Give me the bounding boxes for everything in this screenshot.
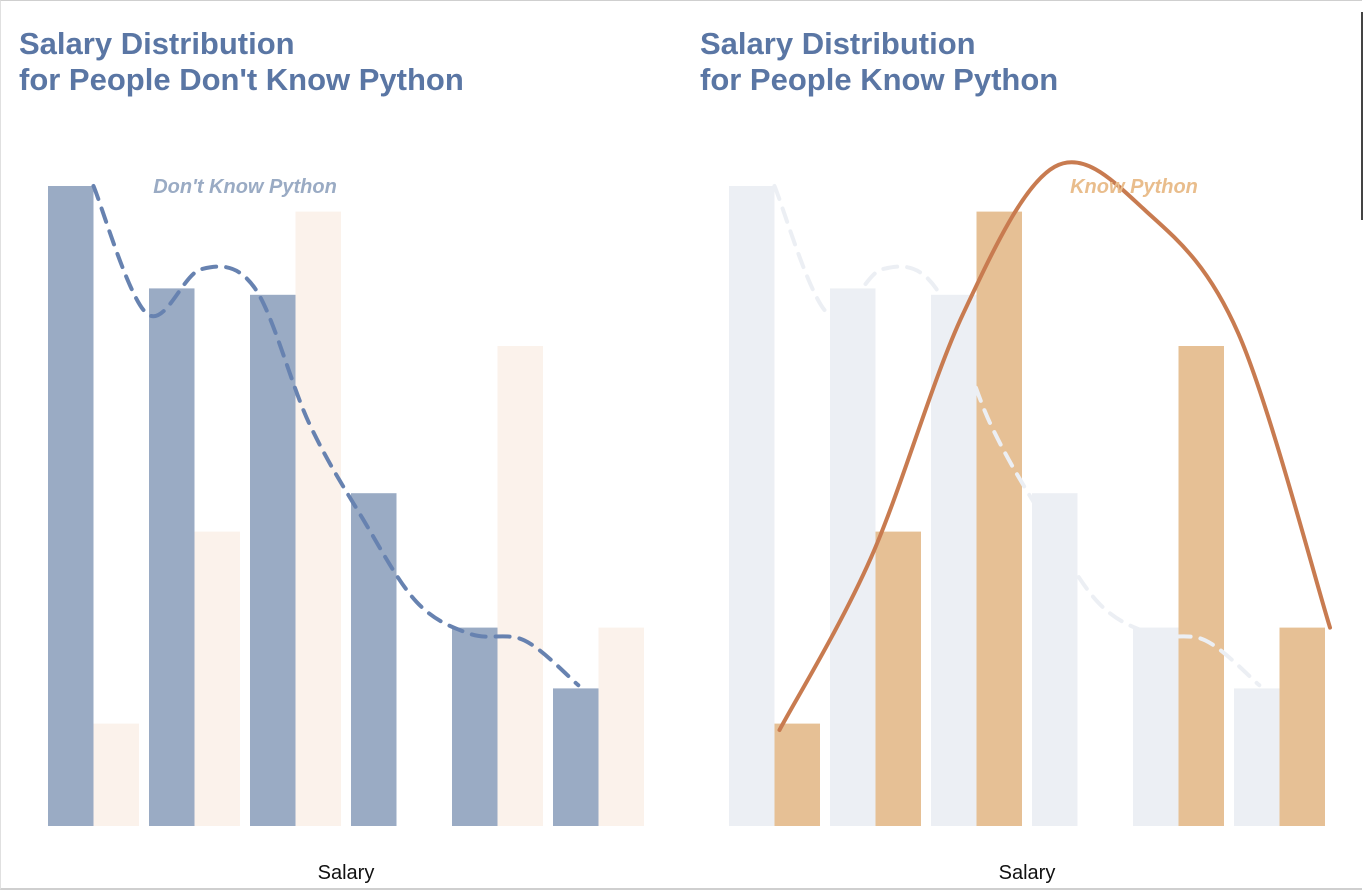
density-curve-know-python [777, 160, 1332, 732]
chart-title-no-python-line2: for People Don't Know Python [19, 62, 464, 97]
bar-know-python-bin-2 [875, 531, 921, 826]
bar-don-t-know-python-bin-1 [48, 186, 94, 826]
bar-don-t-know-python-bin-1 [729, 186, 775, 826]
bar-know-python-bin-3 [295, 211, 341, 827]
density-curve-don-t-know-python [91, 184, 581, 688]
bar-don-t-know-python-bin-6 [553, 688, 599, 826]
bar-know-python-bin-5 [497, 346, 543, 826]
bar-know-python-bin-2 [194, 531, 240, 826]
bar-know-python-bin-6 [598, 627, 644, 826]
chart-title-no-python-line1: Salary Distribution [19, 26, 295, 61]
bar-don-t-know-python-bin-4 [1032, 493, 1078, 826]
series-label-know-python: Know Python [1070, 176, 1198, 198]
density-curve-don-t-know-python [772, 184, 1262, 688]
bar-know-python-bin-1 [93, 723, 139, 826]
chart-title-python-line1: Salary Distribution [700, 26, 976, 61]
panel-no-python: Don't Know Python Salary [48, 176, 644, 884]
bar-know-python-bin-3 [976, 211, 1022, 827]
bar-know-python-bin-5 [1178, 346, 1224, 826]
x-axis-label-python: Salary [999, 862, 1056, 884]
bar-don-t-know-python-bin-4 [351, 493, 397, 826]
scrollbar[interactable] [1361, 12, 1363, 220]
bars-no-python-panel [48, 186, 644, 827]
chart-title-python: Salary Distribution for People Know Pyth… [700, 26, 1058, 98]
chart-title-python-line2: for People Know Python [700, 62, 1059, 97]
bar-know-python-bin-1 [774, 723, 820, 826]
curves-no-python-panel [91, 184, 581, 688]
bars-python-panel [729, 186, 1325, 827]
panel-python: Know Python Salary [729, 160, 1332, 884]
x-axis-label-no-python: Salary [318, 862, 375, 884]
bar-don-t-know-python-bin-3 [250, 294, 296, 826]
chart-title-no-python: Salary Distribution for People Don't Kno… [19, 26, 464, 98]
bar-don-t-know-python-bin-2 [830, 288, 876, 826]
bar-don-t-know-python-bin-6 [1234, 688, 1280, 826]
bar-don-t-know-python-bin-2 [149, 288, 195, 826]
bar-don-t-know-python-bin-5 [452, 627, 498, 826]
bar-know-python-bin-6 [1279, 627, 1325, 826]
bar-don-t-know-python-bin-5 [1133, 627, 1179, 826]
bar-don-t-know-python-bin-3 [931, 294, 977, 826]
series-label-dont-know-python: Don't Know Python [153, 176, 337, 198]
curves-python-panel [772, 160, 1332, 732]
